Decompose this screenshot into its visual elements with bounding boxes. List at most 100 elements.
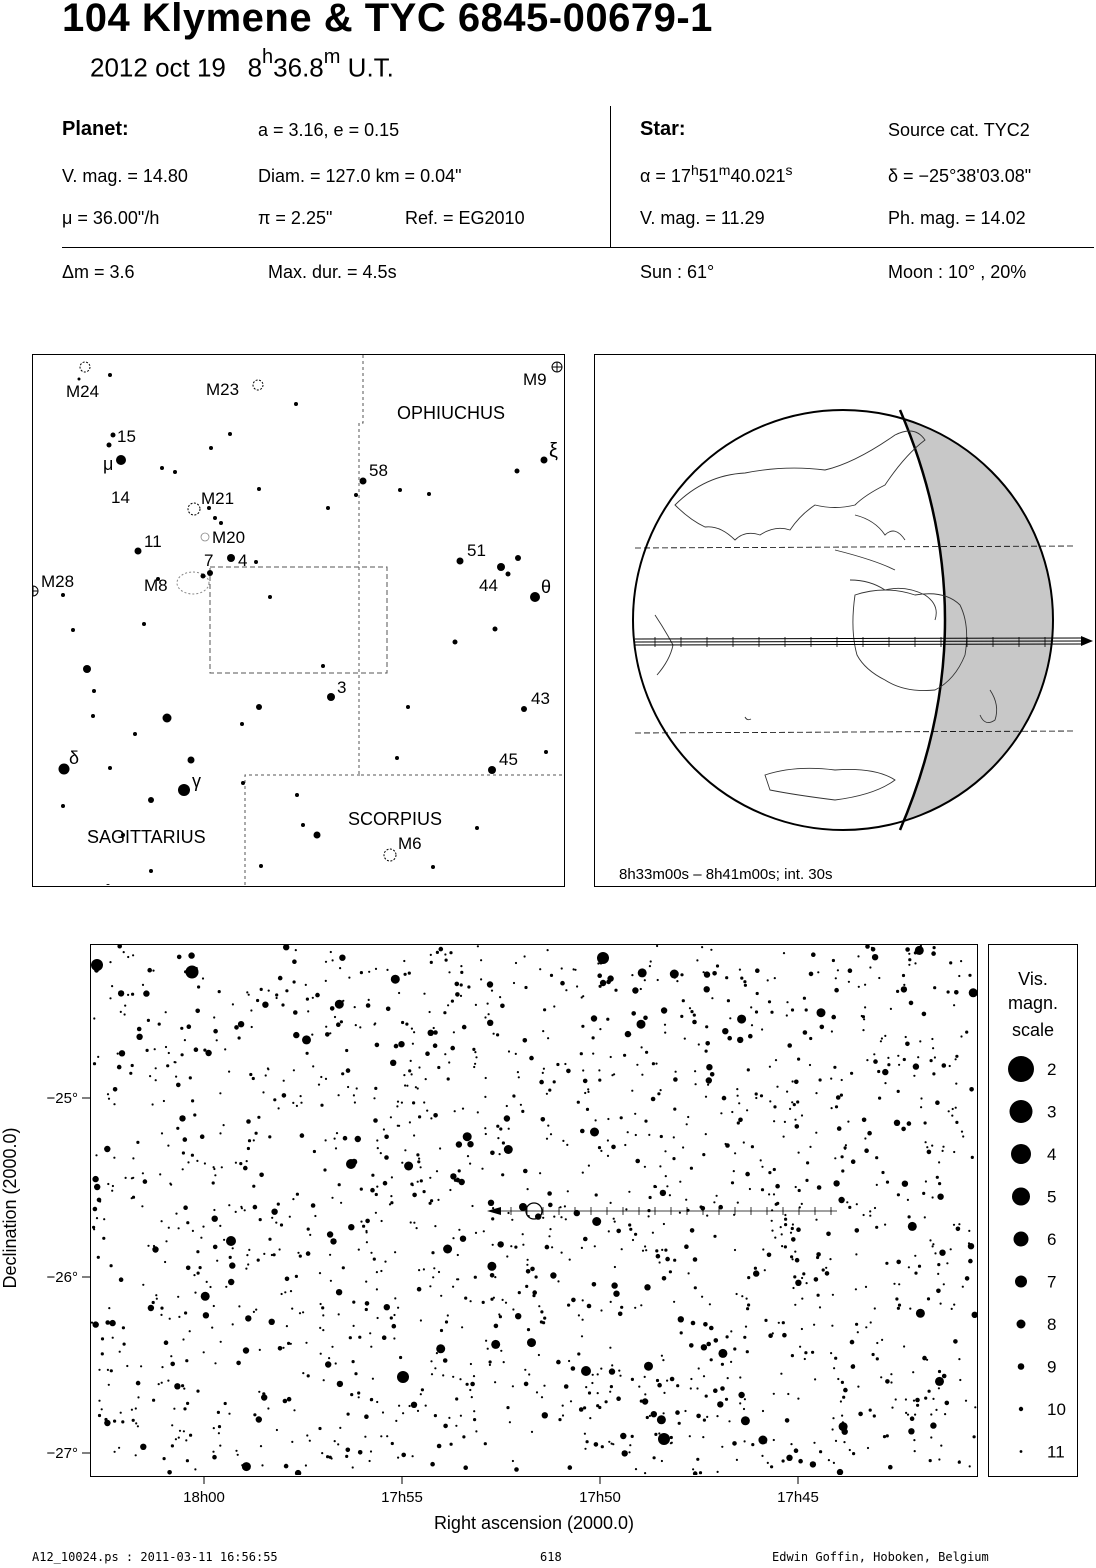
- field-star: [219, 1444, 222, 1447]
- field-star: [663, 1391, 666, 1394]
- field-star: [747, 1303, 751, 1307]
- field-star: [791, 1080, 794, 1083]
- field-star: [540, 1310, 544, 1314]
- field-star: [511, 1385, 514, 1388]
- field-star: [322, 1314, 325, 1317]
- field-star: [517, 1291, 521, 1295]
- field-star: [951, 1107, 954, 1111]
- field-star: [656, 1415, 666, 1425]
- field-star: [972, 1435, 976, 1439]
- field-star: [960, 1130, 964, 1133]
- bright-field-star: [185, 965, 199, 979]
- field-star: [527, 1338, 536, 1348]
- field-star: [611, 1282, 618, 1289]
- field-star: [688, 1007, 692, 1010]
- field-star: [182, 1338, 185, 1341]
- field-star: [534, 1275, 538, 1279]
- field-star: [471, 1204, 474, 1208]
- field-star: [946, 990, 950, 994]
- field-star: [328, 1357, 331, 1360]
- sun-elongation: Sun : 61°: [640, 262, 715, 282]
- field-star: [644, 1472, 647, 1475]
- field-star: [882, 1435, 887, 1439]
- field-star: [864, 1006, 867, 1009]
- field-star: [528, 1373, 531, 1376]
- field-star: [352, 1094, 355, 1097]
- field-star: [733, 1248, 737, 1252]
- field-star: [330, 1238, 337, 1245]
- field-star: [365, 1003, 371, 1008]
- field-star: [739, 1402, 742, 1405]
- field-star: [773, 1105, 777, 1109]
- field-star: [166, 1064, 170, 1068]
- field-star: [418, 1115, 422, 1119]
- field-star: [850, 1159, 856, 1164]
- field-star: [98, 1399, 101, 1402]
- field-star: [543, 1008, 547, 1012]
- field-star: [329, 1032, 332, 1035]
- field-star: [452, 1285, 455, 1288]
- field-star: [408, 1121, 411, 1124]
- field-star: [355, 1087, 358, 1090]
- field-star: [669, 969, 679, 979]
- field-star: [136, 1026, 142, 1032]
- field-star: [771, 1229, 774, 1232]
- field-star: [219, 1224, 222, 1227]
- field-star: [416, 1286, 422, 1292]
- field-star: [334, 1147, 338, 1150]
- field-star: [579, 1052, 583, 1056]
- field-star: [466, 1155, 470, 1158]
- field-star: [596, 1373, 599, 1376]
- field-star: [591, 1381, 594, 1385]
- field-star: [547, 1191, 552, 1196]
- finder-star: [106, 884, 110, 885]
- field-star: [751, 1443, 755, 1447]
- field-star: [938, 1182, 942, 1186]
- info-divider: [610, 106, 611, 248]
- field-star: [237, 1021, 245, 1028]
- track-direction-arrow: [1081, 636, 1093, 646]
- field-star: [458, 1178, 465, 1186]
- path-limit-north: [634, 545, 1076, 549]
- field-star: [942, 1283, 945, 1286]
- field-star: [746, 1307, 750, 1311]
- field-star: [311, 996, 314, 999]
- field-star: [869, 1210, 872, 1213]
- field-star: [632, 987, 639, 994]
- field-star: [126, 1364, 129, 1368]
- field-star: [582, 995, 585, 998]
- field-star: [499, 996, 502, 999]
- field-star: [768, 1333, 773, 1338]
- field-star: [969, 1087, 974, 1092]
- field-star: [834, 1356, 838, 1360]
- field-star: [913, 1074, 916, 1077]
- field-star: [195, 1008, 200, 1014]
- field-star: [186, 1401, 190, 1405]
- field-star: [791, 1101, 794, 1104]
- field-star: [847, 968, 853, 973]
- field-star: [302, 1372, 305, 1375]
- field-star: [815, 1131, 818, 1134]
- field-star: [878, 976, 881, 980]
- field-star: [755, 968, 760, 973]
- planet-heading: Planet:: [62, 118, 129, 140]
- field-star: [171, 1424, 174, 1427]
- field-star: [252, 1204, 258, 1210]
- field-star: [556, 1062, 560, 1067]
- field-star: [550, 1272, 557, 1279]
- field-star: [448, 1061, 451, 1064]
- field-star: [811, 952, 816, 957]
- field-star: [797, 1188, 801, 1193]
- field-star: [609, 1390, 612, 1393]
- field-star: [590, 1127, 599, 1137]
- field-star: [376, 1185, 379, 1188]
- field-star: [794, 1079, 799, 1085]
- field-star: [530, 1266, 535, 1272]
- field-star: [687, 1272, 690, 1275]
- field-star: [784, 1217, 788, 1221]
- field-star: [248, 1248, 251, 1251]
- field-star: [302, 1311, 305, 1314]
- finder-star: [530, 592, 540, 602]
- field-star: [896, 1089, 900, 1093]
- field-star: [507, 1211, 510, 1215]
